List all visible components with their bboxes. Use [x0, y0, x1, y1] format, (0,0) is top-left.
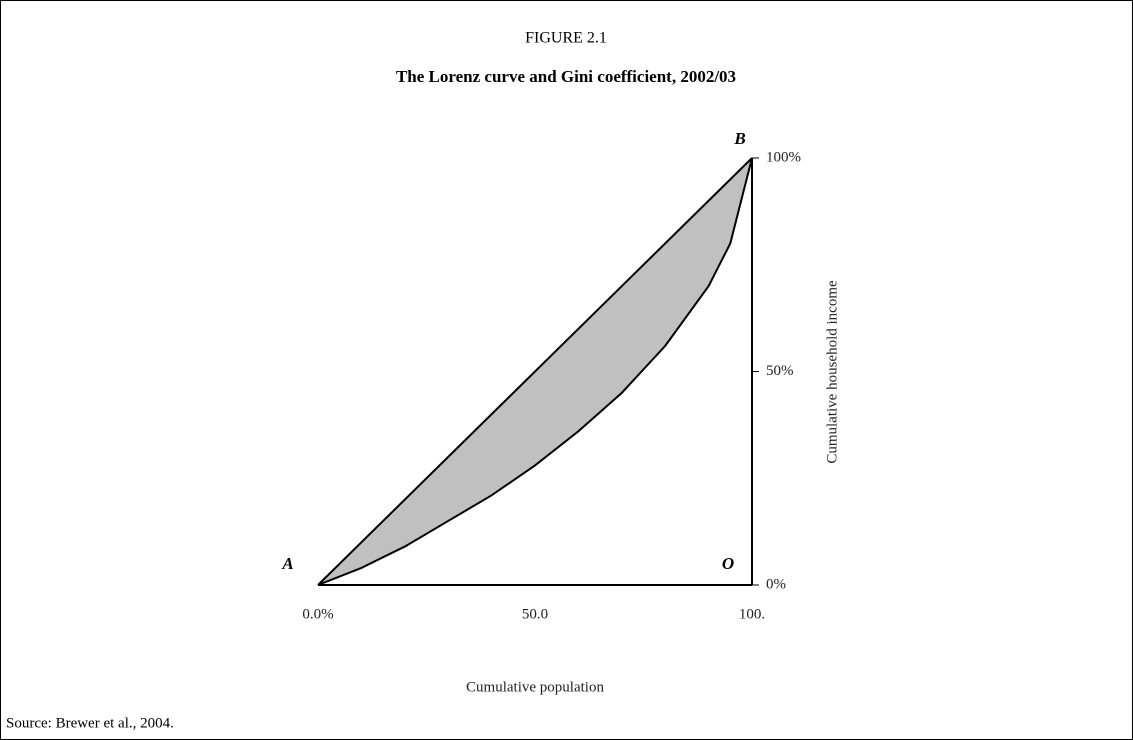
x-tick-label: 50.0: [522, 606, 548, 622]
line: [317, 157, 753, 586]
point-label: B: [733, 129, 745, 148]
line: [317, 157, 753, 586]
chart-title: The Lorenz curve and Gini coefficient, 2…: [396, 67, 736, 86]
x-tick-label: 0.0%: [302, 606, 333, 622]
y-tick-label: 100%: [766, 149, 801, 165]
y-tick-label: 0%: [766, 576, 786, 592]
x-axis-label: Cumulative population: [466, 679, 604, 695]
point-label: A: [281, 554, 293, 573]
x-tick-label: 100.: [739, 606, 765, 622]
figure-label: FIGURE 2.1: [525, 30, 607, 47]
y-tick-label: 50%: [766, 363, 794, 379]
y-axis-label: Cumulative household income: [824, 280, 840, 464]
source: Source: Brewer et al., 2004.: [6, 715, 174, 731]
point-label: O: [722, 554, 734, 573]
